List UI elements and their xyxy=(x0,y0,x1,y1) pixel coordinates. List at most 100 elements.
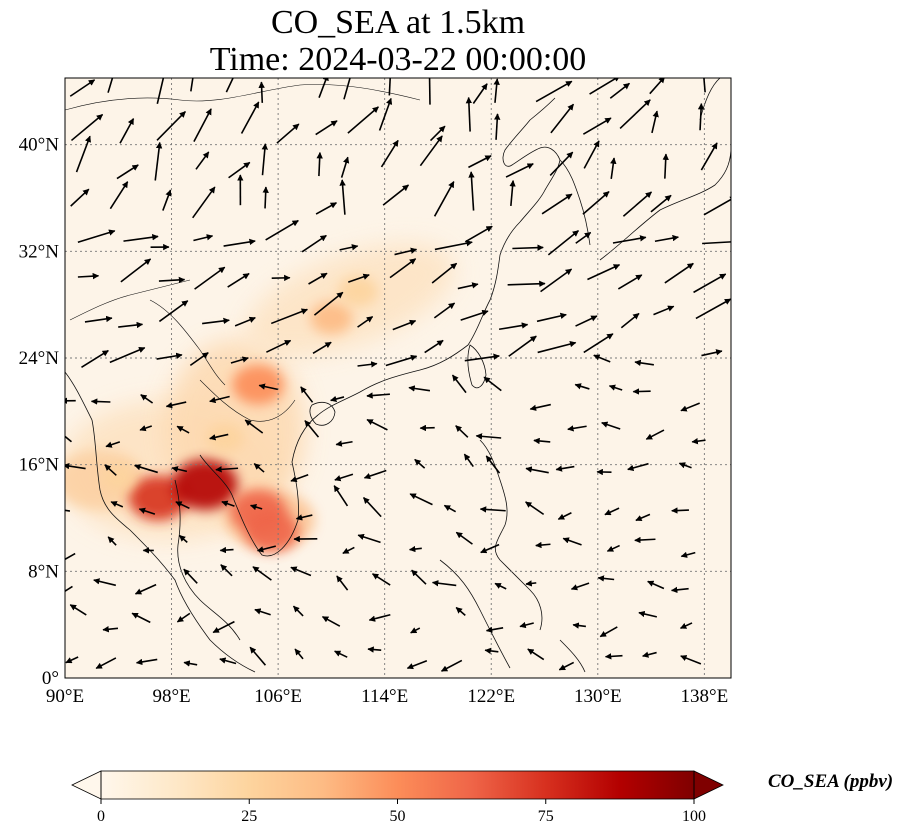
wind-arrow xyxy=(295,514,313,521)
wind-arrow xyxy=(84,315,113,323)
wind-arrow xyxy=(587,264,621,281)
wind-arrow xyxy=(162,189,172,211)
wind-arrow xyxy=(608,384,623,391)
wind-arrow xyxy=(540,268,573,293)
wind-arrow xyxy=(244,419,264,434)
colorbar: 0 25 50 75 100 CO_SEA (ppbv) xyxy=(71,770,893,825)
wind-arrow xyxy=(582,117,612,135)
wind-arrow xyxy=(619,99,651,129)
wind-arrow xyxy=(455,606,466,616)
y-tick-label: 0° xyxy=(42,668,59,689)
wind-arrow xyxy=(140,394,154,404)
wind-arrow xyxy=(572,622,587,629)
wind-arrow xyxy=(480,543,500,554)
wind-arrow xyxy=(109,346,146,364)
hotspot xyxy=(232,364,285,405)
wind-arrow xyxy=(256,545,276,553)
y-tick-label: 16°N xyxy=(19,455,60,476)
x-tick-label: 122°E xyxy=(467,686,515,707)
wind-arrow xyxy=(368,613,391,622)
wind-arrow xyxy=(258,81,265,103)
wind-arrow xyxy=(583,140,600,169)
wind-arrow xyxy=(680,402,700,412)
x-tick-label: 90°E xyxy=(46,686,84,707)
wind-arrow xyxy=(533,437,551,445)
wind-arrow xyxy=(440,659,463,672)
wind-arrow xyxy=(65,509,71,512)
colorbar-label: CO_SEA (ppbv) xyxy=(768,771,893,792)
wind-arrow xyxy=(321,616,341,627)
wind-arrow xyxy=(318,78,329,98)
wind-arrow xyxy=(507,280,546,287)
wind-arrow xyxy=(549,151,574,176)
wind-arrow xyxy=(77,272,100,280)
wind-arrow xyxy=(158,276,186,284)
wind-arrow xyxy=(645,429,665,440)
wind-arrow xyxy=(475,433,502,440)
wind-arrow xyxy=(701,349,723,357)
wind-arrow xyxy=(455,531,473,545)
wind-arrow xyxy=(339,244,359,251)
wind-arrow xyxy=(223,238,256,247)
wind-arrow xyxy=(419,135,443,167)
wind-arrow xyxy=(632,388,651,395)
colorbar-gradient xyxy=(101,771,694,799)
wind-arrow xyxy=(225,78,234,93)
wind-arrow xyxy=(357,361,378,368)
wind-arrow xyxy=(192,186,216,219)
wind-arrow xyxy=(339,179,346,215)
wind-arrow xyxy=(330,395,345,403)
border-lines-2 xyxy=(149,299,226,386)
wind-arrow xyxy=(547,230,579,256)
wind-arrow xyxy=(156,78,167,105)
wind-arrow xyxy=(519,621,534,629)
wind-arrow xyxy=(313,291,344,316)
wind-arrow xyxy=(139,425,153,432)
wind-arrow xyxy=(65,435,73,443)
wind-arrow xyxy=(316,152,323,177)
wind-arrow xyxy=(335,440,353,447)
wind-arrow xyxy=(653,305,675,316)
wind-arrow xyxy=(228,161,251,179)
wind-arrow xyxy=(385,354,418,367)
wind-arrow xyxy=(622,191,652,217)
wind-arrow xyxy=(485,455,501,474)
colorbar-tick-label: 0 xyxy=(97,808,105,825)
title-line-1: CO_SEA at 1.5km xyxy=(271,4,525,41)
wind-arrow xyxy=(525,466,549,474)
wind-arrow xyxy=(570,582,590,591)
coastline-philippines xyxy=(479,439,543,631)
wind-arrow xyxy=(484,647,499,655)
wind-arrow xyxy=(131,612,151,624)
wind-arrow xyxy=(135,658,158,666)
wind-arrow xyxy=(194,266,226,290)
wind-arrow xyxy=(249,504,263,511)
wind-arrow xyxy=(679,622,693,630)
coastline-hainan xyxy=(309,401,336,426)
wind-arrow xyxy=(107,78,114,93)
wind-arrow xyxy=(464,353,500,362)
x-tick-label: 114°E xyxy=(361,686,408,707)
wind-arrow xyxy=(638,610,658,618)
wind-arrow xyxy=(695,298,731,320)
wind-arrow xyxy=(671,507,689,514)
wind-arrow xyxy=(601,421,621,430)
wind-arrow xyxy=(493,78,500,103)
wind-arrow xyxy=(535,541,551,549)
wind-arrow xyxy=(215,466,239,473)
wind-arrow xyxy=(380,139,399,168)
wind-arrow xyxy=(529,403,551,411)
wind-arrow xyxy=(634,536,656,544)
hotspot xyxy=(205,423,244,453)
wind-arrow xyxy=(583,333,614,354)
wind-arrow xyxy=(662,153,669,179)
wind-arrow xyxy=(227,272,250,288)
wind-arrow xyxy=(457,282,479,290)
wind-arrow xyxy=(562,537,582,546)
wind-arrow xyxy=(176,612,191,623)
wind-arrow xyxy=(483,376,502,392)
wind-arrow xyxy=(468,155,492,169)
wind-arrow xyxy=(301,234,327,253)
wind-arrow xyxy=(308,272,328,285)
wind-arrow xyxy=(550,103,575,134)
